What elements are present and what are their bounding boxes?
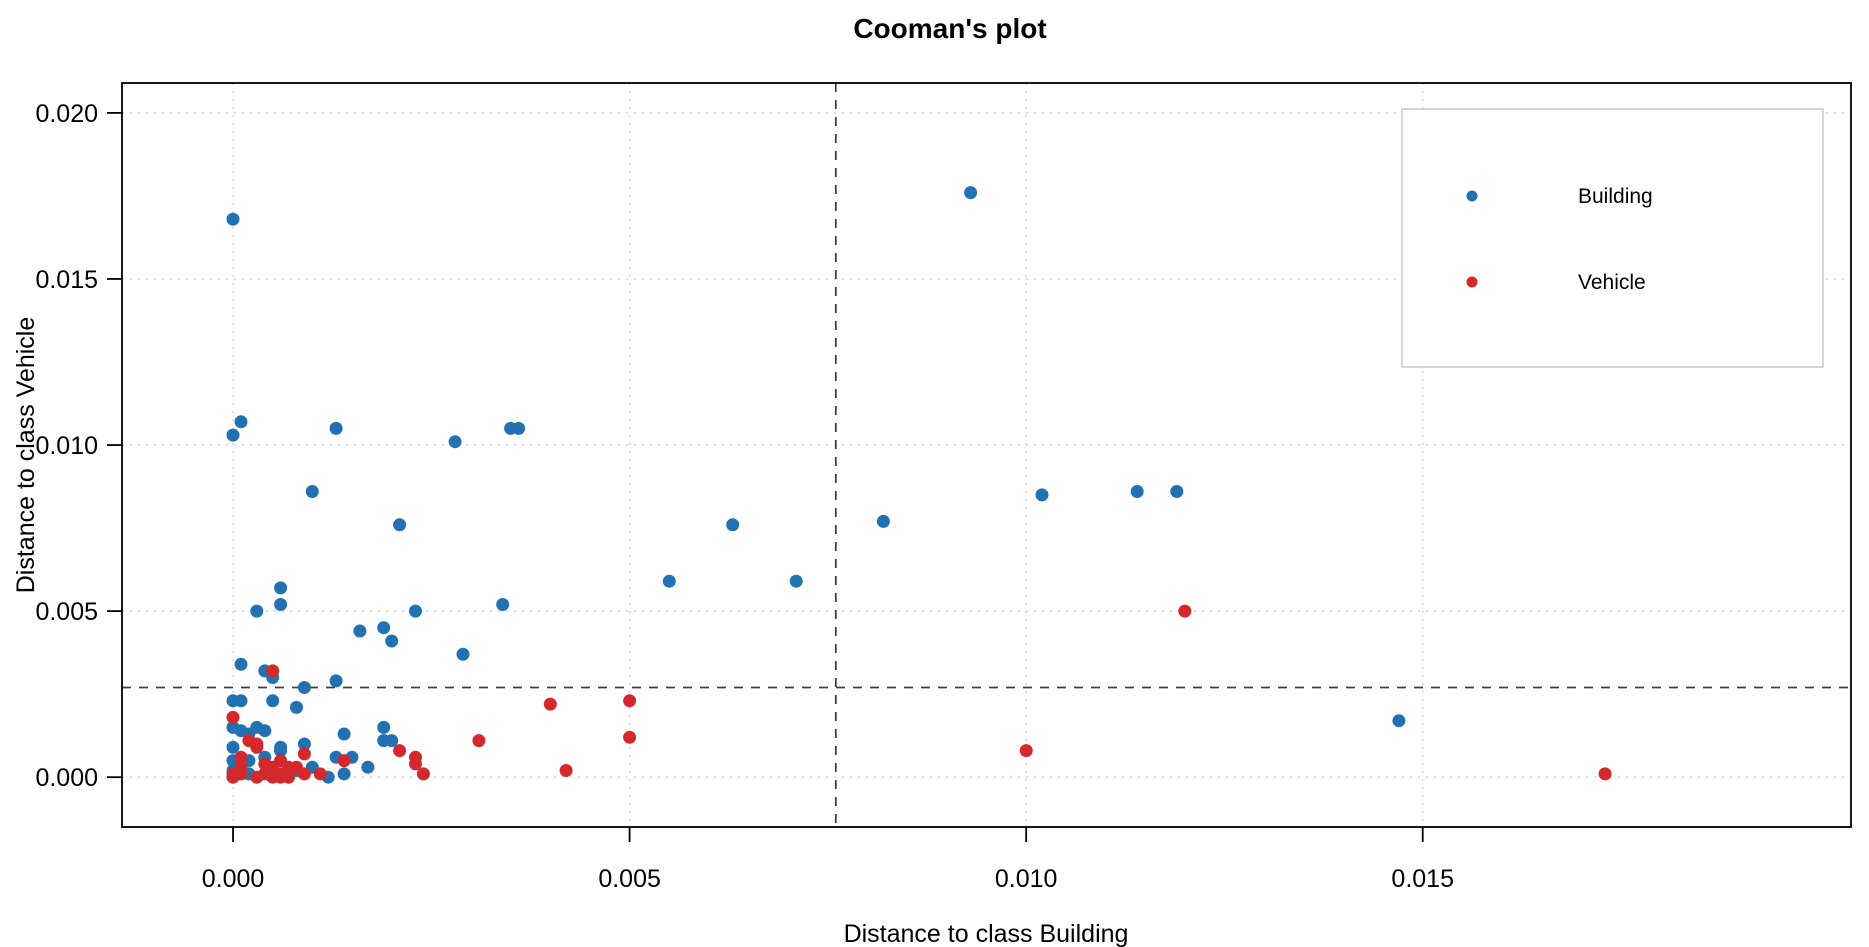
- data-point-building: [337, 767, 351, 781]
- data-point-building: [1130, 485, 1144, 498]
- data-point-building: [274, 598, 288, 611]
- data-point-building: [385, 634, 399, 648]
- data-point-building: [305, 485, 319, 498]
- data-point-building: [234, 415, 248, 429]
- data-point-vehicle: [623, 730, 637, 744]
- data-point-building: [448, 435, 462, 449]
- data-point-building: [361, 760, 375, 774]
- threshold-lines: [122, 83, 1851, 827]
- legend: Building Vehicle: [1401, 108, 1824, 368]
- y-axis-label: Distance to class Vehicle: [12, 317, 40, 594]
- legend-box: [1401, 108, 1824, 368]
- data-point-building: [964, 186, 978, 200]
- data-point-vehicle: [282, 770, 296, 784]
- data-point-vehicle: [226, 770, 240, 784]
- data-point-building: [234, 694, 248, 708]
- data-point-building: [258, 724, 272, 738]
- data-point-building: [250, 604, 264, 618]
- data-point-building: [297, 737, 311, 751]
- data-point-building: [496, 598, 510, 611]
- data-point-building: [726, 518, 740, 532]
- data-point-vehicle: [472, 734, 486, 748]
- chart-title: Cooman's plot: [853, 13, 1046, 44]
- data-point-building: [329, 674, 343, 688]
- data-point-vehicle: [250, 740, 264, 754]
- x-tick-label: 0.010: [995, 865, 1058, 893]
- data-point-building: [1170, 485, 1184, 498]
- data-point-building: [789, 574, 803, 588]
- data-point-building: [329, 421, 343, 435]
- data-point-vehicle: [1178, 604, 1192, 618]
- plot-border: [121, 82, 1852, 828]
- data-point-vehicle: [282, 760, 296, 774]
- data-point-building: [226, 428, 240, 442]
- data-point-vehicle: [416, 767, 430, 781]
- y-tick-label: 0.000: [35, 764, 98, 792]
- x-tick-label: 0.015: [1391, 865, 1454, 893]
- y-tick-label: 0.005: [35, 598, 98, 626]
- data-point-vehicle: [623, 694, 637, 708]
- data-point-vehicle: [409, 757, 422, 771]
- data-point-vehicle: [266, 664, 280, 678]
- data-point-vehicle: [543, 697, 557, 711]
- data-point-building: [512, 421, 526, 435]
- data-point-building: [274, 740, 288, 754]
- legend-label-vehicle: Vehicle: [1578, 271, 1646, 294]
- data-point-building: [456, 647, 470, 661]
- data-point-building: [337, 727, 351, 741]
- data-points: [226, 186, 1612, 784]
- data-point-vehicle: [226, 710, 240, 724]
- data-point-building: [377, 720, 391, 734]
- data-point-vehicle: [297, 747, 311, 761]
- data-point-building: [1392, 714, 1406, 728]
- data-point-building: [274, 581, 288, 595]
- data-point-building: [353, 624, 367, 638]
- data-point-building: [297, 681, 311, 694]
- data-point-building: [393, 518, 407, 532]
- tick-labels: 0.000 0.005 0.010 0.015 0.000 0.005 0.010 0.015…: [35, 100, 1454, 893]
- data-point-building: [377, 621, 391, 635]
- y-tick-label: 0.015: [35, 266, 98, 294]
- data-point-vehicle: [297, 767, 311, 781]
- data-point-building: [226, 740, 240, 754]
- data-point-vehicle: [337, 754, 351, 768]
- data-point-vehicle: [1598, 767, 1612, 781]
- x-tick-label: 0.005: [598, 865, 661, 893]
- data-point-vehicle: [313, 767, 327, 781]
- y-tick-label: 0.020: [35, 100, 98, 128]
- data-point-building: [662, 574, 676, 588]
- data-point-building: [226, 212, 240, 226]
- y-tick-label: 0.010: [35, 432, 98, 460]
- legend-marker-building: [1466, 190, 1478, 202]
- data-point-building: [234, 657, 248, 671]
- x-tick-label: 0.000: [202, 865, 265, 893]
- data-point-vehicle: [393, 744, 407, 758]
- data-point-building: [1035, 488, 1049, 502]
- legend-marker-vehicle: [1466, 276, 1478, 288]
- data-point-vehicle: [559, 764, 573, 777]
- legend-label-building: Building: [1578, 185, 1653, 208]
- x-axis-label: Distance to class Building: [844, 920, 1129, 947]
- axes: [107, 82, 1852, 842]
- data-point-vehicle: [1019, 744, 1033, 758]
- data-point-building: [409, 604, 422, 618]
- data-point-building: [290, 700, 303, 714]
- data-point-building: [385, 734, 399, 748]
- data-point-vehicle: [234, 750, 248, 764]
- data-point-building: [266, 694, 280, 708]
- data-point-building: [876, 514, 890, 528]
